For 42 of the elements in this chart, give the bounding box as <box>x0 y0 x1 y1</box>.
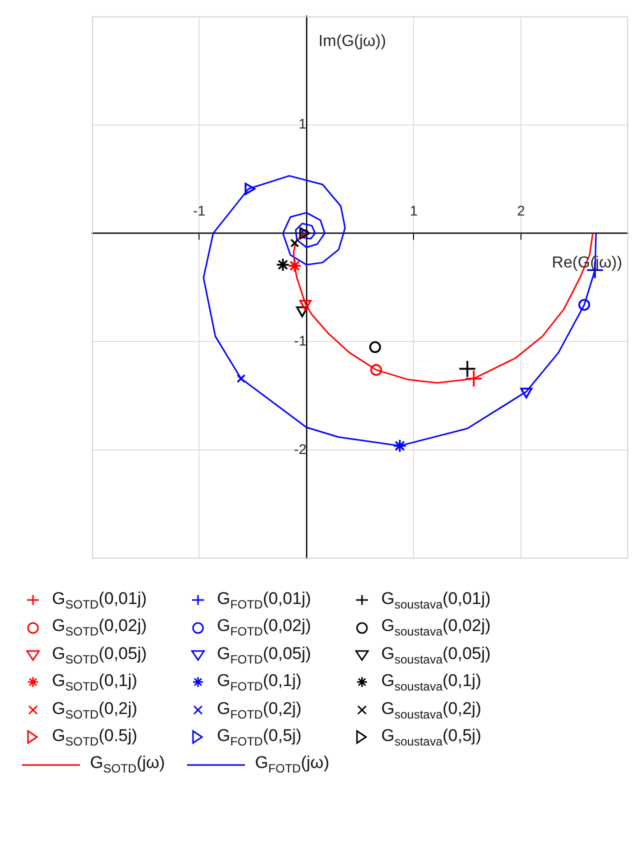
point <box>299 300 312 311</box>
y-axis-title: Im(G(jω)) <box>318 32 386 50</box>
legend-label: G$_{SOTD}$(0,01j) <box>52 589 147 612</box>
legend-label: G$_{soustava}$(0,02j) <box>381 616 491 639</box>
legend-label: G$_{FOTD}$(jω) <box>254 753 330 776</box>
legend-label: G$_{FOTD}$(0,5j) <box>216 726 302 748</box>
point <box>520 388 532 399</box>
y-tick-label: 1 <box>298 116 307 132</box>
point <box>392 438 407 453</box>
x-tick-label: 2 <box>517 202 526 219</box>
point <box>370 364 382 376</box>
legend-label: G$_{FOTD}$(0,02j) <box>216 616 312 639</box>
point <box>290 238 300 248</box>
point <box>299 227 310 240</box>
legend-label: G$_{SOTD}$(0,02j) <box>52 616 147 639</box>
legend-label: G$_{soustava}$(0,5j) <box>381 726 482 748</box>
y-tick-label: -1 <box>294 332 307 349</box>
legend-label: G$_{FOTD}$(0,1j) <box>216 671 302 694</box>
x-tick-label: 1 <box>410 202 418 219</box>
legend-label: G$_{soustava}$(0,05j) <box>381 644 491 666</box>
legend-label: G$_{soustava}$(0,2j) <box>381 698 482 721</box>
legend-label: G$_{FOTD}$(0,2j) <box>216 698 302 721</box>
point <box>296 306 308 318</box>
point <box>578 298 590 311</box>
legend-label: G$_{SOTD}$(jω) <box>90 753 165 776</box>
legend-label: G$_{SOTD}$(0.5j) <box>52 726 138 748</box>
x-tick-label: -1 <box>193 202 206 219</box>
point <box>458 360 476 378</box>
point <box>236 374 246 384</box>
point <box>464 370 483 388</box>
legend-label: G$_{SOTD}$(0,2j) <box>52 698 138 721</box>
legend-label: G$_{SOTD}$(0,05j) <box>52 644 147 666</box>
y-tick-label: -2 <box>294 441 307 458</box>
point <box>288 258 302 273</box>
legend-label: G$_{soustava}$(0,1j) <box>381 671 482 694</box>
point <box>244 182 256 195</box>
legend-label: G$_{FOTD}$(0,05j) <box>216 644 312 666</box>
point <box>369 341 382 354</box>
legend-label: G$_{SOTD}$(0,1j) <box>52 671 138 694</box>
point <box>276 258 290 272</box>
legend-label: G$_{soustava}$(0,01j) <box>381 589 491 612</box>
legend-label: G$_{FOTD}$(0,01j) <box>216 589 312 612</box>
